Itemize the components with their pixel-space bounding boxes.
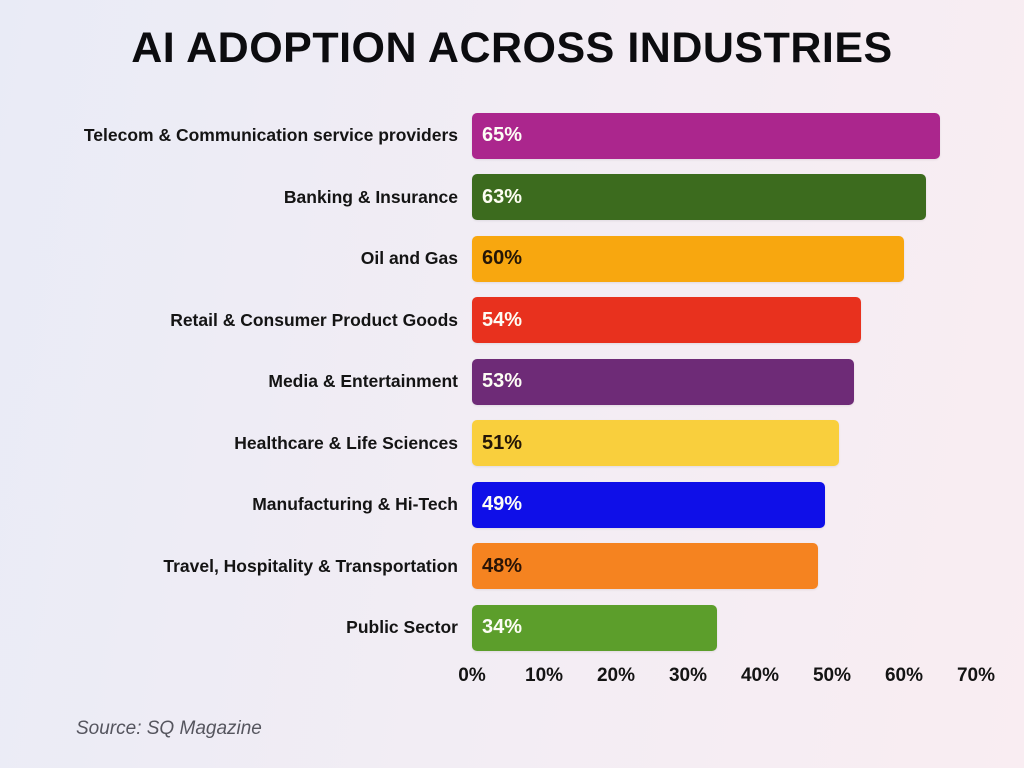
bar-row: Banking & Insurance 63% <box>0 167 1024 229</box>
bar-track: 54% <box>472 297 976 344</box>
category-label: Banking & Insurance <box>283 186 458 207</box>
x-axis-tick-label: 0% <box>458 664 486 686</box>
value-label: 63% <box>482 185 523 208</box>
chart-title: AI ADOPTION ACROSS INDUSTRIES <box>131 24 893 72</box>
x-axis-tick-label: 60% <box>884 664 923 686</box>
category-label: Oil and Gas <box>360 248 458 269</box>
bar-row: Oil and Gas 60% <box>0 228 1024 290</box>
bar-track: 51% <box>472 420 976 467</box>
value-label: 60% <box>482 247 523 270</box>
bar-track: 60% <box>472 235 976 282</box>
x-axis-tick-label: 20% <box>596 664 635 686</box>
bar-row: Travel, Hospitality & Transportation 48% <box>0 536 1024 598</box>
bar-track: 34% <box>472 604 976 651</box>
category-label: Telecom & Communication service provider… <box>83 125 458 146</box>
value-label: 53% <box>482 370 523 393</box>
bar-rows: Telecom & Communication service provider… <box>0 105 1024 659</box>
bar-track: 49% <box>472 481 976 528</box>
bar-track: 65% <box>472 112 976 159</box>
bar: 48% <box>472 543 818 590</box>
bar-row: Healthcare & Life Sciences 51% <box>0 413 1024 475</box>
bar-row: Media & Entertainment 53% <box>0 351 1024 413</box>
bar-row: Public Sector 34% <box>0 597 1024 659</box>
value-label: 48% <box>482 554 523 577</box>
category-label: Media & Entertainment <box>268 371 458 392</box>
bar-track: 53% <box>472 358 976 405</box>
bar-row: Telecom & Communication service provider… <box>0 105 1024 167</box>
bar-track: 63% <box>472 174 976 221</box>
bar: 60% <box>472 235 904 282</box>
bar-row: Manufacturing & Hi-Tech 49% <box>0 474 1024 536</box>
value-label: 34% <box>482 616 523 639</box>
category-label: Manufacturing & Hi-Tech <box>252 494 458 515</box>
bar-row: Retail & Consumer Product Goods 54% <box>0 290 1024 352</box>
x-axis: 0% 10% 20% 30% 40% 50% 60% 70% <box>458 659 995 691</box>
bar: 51% <box>472 420 840 467</box>
bar-chart: Telecom & Communication service provider… <box>0 105 1024 691</box>
category-label: Public Sector <box>346 617 458 638</box>
category-label: Retail & Consumer Product Goods <box>170 309 458 330</box>
value-label: 49% <box>482 493 523 516</box>
x-axis-tick-label: 10% <box>525 664 564 686</box>
x-axis-tick-label: 40% <box>740 664 779 686</box>
category-label: Healthcare & Life Sciences <box>234 432 458 453</box>
bar: 65% <box>472 112 940 159</box>
value-label: 51% <box>482 431 523 454</box>
bar: 63% <box>472 174 926 221</box>
value-label: 65% <box>482 124 523 147</box>
category-label: Travel, Hospitality & Transportation <box>163 555 458 576</box>
bar: 49% <box>472 481 825 528</box>
bar: 34% <box>472 604 717 651</box>
x-axis-tick-label: 30% <box>668 664 708 686</box>
bar: 54% <box>472 297 861 344</box>
value-label: 54% <box>482 308 523 331</box>
x-axis-tick-label: 70% <box>956 664 996 686</box>
source-caption: Source: SQ Magazine <box>76 718 262 739</box>
x-axis-tick-label: 50% <box>812 664 852 686</box>
bar: 53% <box>472 358 854 405</box>
bar-track: 48% <box>472 543 976 590</box>
